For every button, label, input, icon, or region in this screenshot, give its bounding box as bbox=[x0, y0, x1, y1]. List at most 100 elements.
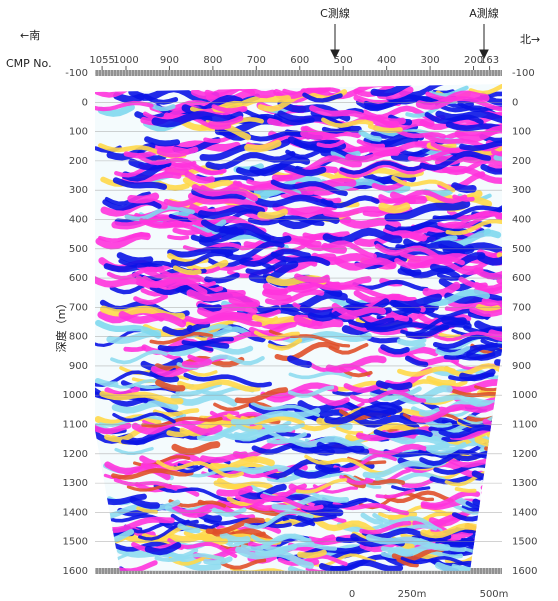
reflector bbox=[203, 556, 233, 566]
reflector bbox=[155, 379, 186, 392]
reflector bbox=[135, 275, 208, 295]
reflector bbox=[454, 486, 477, 493]
reflector bbox=[154, 553, 225, 563]
reflector bbox=[425, 442, 467, 456]
reflector bbox=[333, 453, 397, 472]
reflector bbox=[164, 166, 189, 176]
reflector bbox=[186, 289, 261, 308]
reflector bbox=[339, 160, 422, 175]
reflector bbox=[167, 234, 190, 241]
reflector bbox=[238, 468, 279, 479]
reflector bbox=[255, 194, 334, 208]
depth-tick-label: 900 bbox=[69, 361, 88, 372]
reflector bbox=[116, 252, 154, 264]
depth-tick-label: 800 bbox=[69, 332, 88, 343]
reflector bbox=[375, 488, 416, 499]
reflector bbox=[287, 355, 312, 368]
reflector bbox=[321, 117, 374, 128]
reflector bbox=[480, 484, 502, 495]
reflector bbox=[262, 282, 288, 296]
reflector bbox=[420, 490, 481, 509]
reflector bbox=[197, 511, 223, 523]
depth-tick-label: -100 bbox=[65, 68, 88, 79]
reflector bbox=[172, 265, 202, 276]
reflector bbox=[141, 416, 223, 428]
reflector bbox=[365, 534, 451, 551]
reflector bbox=[348, 317, 395, 328]
depth-tick-label: 1600 bbox=[63, 566, 88, 577]
depth-tick-label: 0 bbox=[82, 97, 88, 108]
reflector bbox=[114, 446, 154, 455]
reflector bbox=[253, 330, 300, 341]
reflector bbox=[262, 289, 293, 301]
line-a-label: A測線 bbox=[469, 6, 499, 20]
depth-tick-label: 0 bbox=[512, 97, 518, 108]
reflector bbox=[444, 537, 481, 548]
depth-tick-label: 1100 bbox=[512, 420, 537, 431]
reflector bbox=[331, 402, 365, 412]
reflector bbox=[426, 375, 456, 386]
depth-tick-label: 400 bbox=[512, 214, 531, 225]
reflector bbox=[454, 125, 502, 144]
reflector bbox=[156, 146, 199, 158]
reflector bbox=[473, 267, 502, 286]
reflector bbox=[111, 399, 179, 414]
reflector bbox=[95, 377, 119, 388]
depth-tick-label: 500 bbox=[512, 244, 531, 255]
reflector bbox=[481, 292, 502, 308]
reflector bbox=[459, 368, 496, 382]
reflector bbox=[143, 93, 179, 105]
reflector bbox=[462, 410, 502, 426]
reflector bbox=[438, 424, 502, 439]
reflector bbox=[359, 405, 403, 418]
reflector bbox=[288, 370, 353, 380]
reflector bbox=[184, 315, 263, 328]
reflector bbox=[243, 509, 314, 530]
reflector bbox=[295, 478, 348, 494]
reflector bbox=[103, 262, 164, 273]
reflector bbox=[443, 363, 502, 380]
reflector bbox=[208, 115, 244, 127]
reflector bbox=[136, 264, 172, 272]
reflector bbox=[257, 208, 288, 219]
reflector bbox=[113, 92, 145, 104]
reflector bbox=[425, 91, 502, 112]
reflector bbox=[199, 451, 249, 464]
reflector bbox=[361, 527, 452, 543]
reflector bbox=[191, 184, 259, 202]
reflector bbox=[177, 379, 261, 393]
reflector bbox=[428, 85, 469, 98]
reflector bbox=[482, 479, 502, 488]
reflector bbox=[95, 100, 154, 112]
scale-label: 0 bbox=[349, 589, 355, 600]
reflector bbox=[443, 338, 502, 360]
reflector bbox=[143, 268, 215, 287]
arrows bbox=[330, 24, 489, 60]
reflector bbox=[359, 521, 412, 535]
reflector bbox=[211, 104, 246, 113]
reflector bbox=[493, 551, 502, 562]
reflector bbox=[451, 182, 477, 194]
reflector bbox=[171, 502, 256, 521]
reflector bbox=[183, 372, 272, 388]
reflector bbox=[137, 154, 226, 175]
reflector bbox=[305, 567, 328, 571]
reflector bbox=[197, 204, 265, 220]
reflector bbox=[318, 559, 404, 571]
reflector bbox=[171, 441, 221, 456]
reflector bbox=[98, 232, 151, 243]
reflector bbox=[325, 355, 387, 373]
reflector bbox=[401, 477, 436, 489]
depth-tick-label: 400 bbox=[69, 214, 88, 225]
depth-tick-label: 300 bbox=[512, 185, 531, 196]
reflector bbox=[170, 251, 230, 267]
reflector bbox=[423, 289, 490, 307]
reflector bbox=[445, 219, 502, 236]
reflector bbox=[321, 242, 348, 254]
reflector bbox=[367, 123, 403, 133]
reflector bbox=[300, 128, 362, 140]
reflector bbox=[475, 303, 501, 314]
reflector bbox=[205, 517, 265, 535]
seismic-texture bbox=[95, 84, 502, 571]
reflector bbox=[424, 112, 484, 125]
